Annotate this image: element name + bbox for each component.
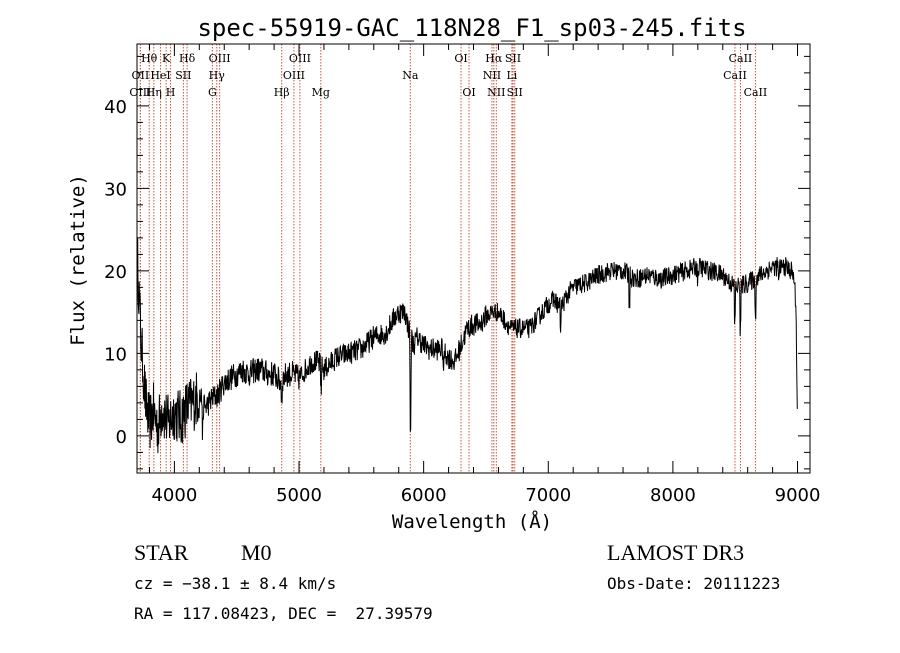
x-tick-label: 9000 [775, 485, 821, 506]
spectral-line-label: K [162, 52, 171, 65]
spectral-line-label: Na [402, 69, 419, 82]
spectral-line-label: OIII [209, 52, 231, 65]
y-axis-label: Flux (relative) [67, 174, 89, 346]
x-tick-label: 7000 [525, 485, 571, 506]
y-tick-label: 0 [116, 427, 127, 448]
spectral-line-label: SII [507, 86, 523, 99]
spectral-line-label: Hθ [141, 52, 158, 65]
x-axis-ticks: 4000 5000 6000 7000 8000 9000 [148, 44, 821, 506]
spectral-line-label: SII [505, 52, 521, 65]
y-tick-label: 30 [104, 179, 127, 200]
y-tick-label: 20 [104, 262, 127, 283]
y-tick-label: 10 [104, 344, 127, 365]
spectral-line-label: OI [454, 52, 467, 65]
spectral-line-label: CaII [744, 86, 768, 99]
spectral-line-label: Hγ [209, 69, 226, 82]
plot-frame [136, 43, 811, 474]
spectral-line-label: Hα [485, 52, 503, 65]
spectral-line-label: Hδ [179, 52, 196, 65]
spectral-line-label: Li [506, 69, 517, 82]
spectral-line-label: Hβ [274, 86, 290, 99]
x-tick-label: 8000 [650, 485, 696, 506]
x-tick-label: 4000 [151, 485, 197, 506]
spectral-line-label: CaII [723, 69, 747, 82]
spectral-line-label: SII [175, 69, 191, 82]
object-subclass: M0 [241, 540, 272, 565]
spectral-line-label: NII [483, 69, 501, 82]
spectral-line-label: HeI [150, 69, 170, 82]
spectral-line-label: G [208, 86, 217, 99]
survey-name: LAMOST DR3 [607, 540, 745, 565]
spectral-line-label: NII [487, 86, 505, 99]
y-axis-ticks: 0 10 20 30 40 [104, 55, 810, 470]
spectral-line-label: Mg [312, 86, 330, 99]
spectral-line-label: Hη [146, 86, 162, 99]
y-tick-label: 40 [104, 97, 127, 118]
object-class: STAR [134, 540, 189, 565]
spectral-line-markers [139, 44, 756, 473]
x-tick-label: 5000 [276, 485, 322, 506]
spectral-line-label: CaII [729, 52, 753, 65]
spectral-line-label: OII [132, 69, 150, 82]
spectral-line-label: OIII [283, 69, 305, 82]
spectral-line-label: OI [462, 86, 475, 99]
spectral-line-label: H [166, 86, 176, 99]
spectral-line-label: OIII [129, 86, 151, 99]
chart-title: spec-55919-GAC_118N28_F1_sp03-245.fits [197, 14, 746, 42]
x-tick-label: 6000 [401, 485, 447, 506]
redshift-text: cz = −38.1 ± 8.4 km/s [134, 574, 337, 593]
spectral-line-label: OIII [289, 52, 311, 65]
flux-trace [136, 237, 798, 454]
obs-date: Obs-Date: 20111223 [607, 574, 781, 593]
coordinates-text: RA = 117.08423, DEC = 27.39579 [134, 604, 433, 623]
x-axis-label: Wavelength (Å) [392, 510, 552, 533]
